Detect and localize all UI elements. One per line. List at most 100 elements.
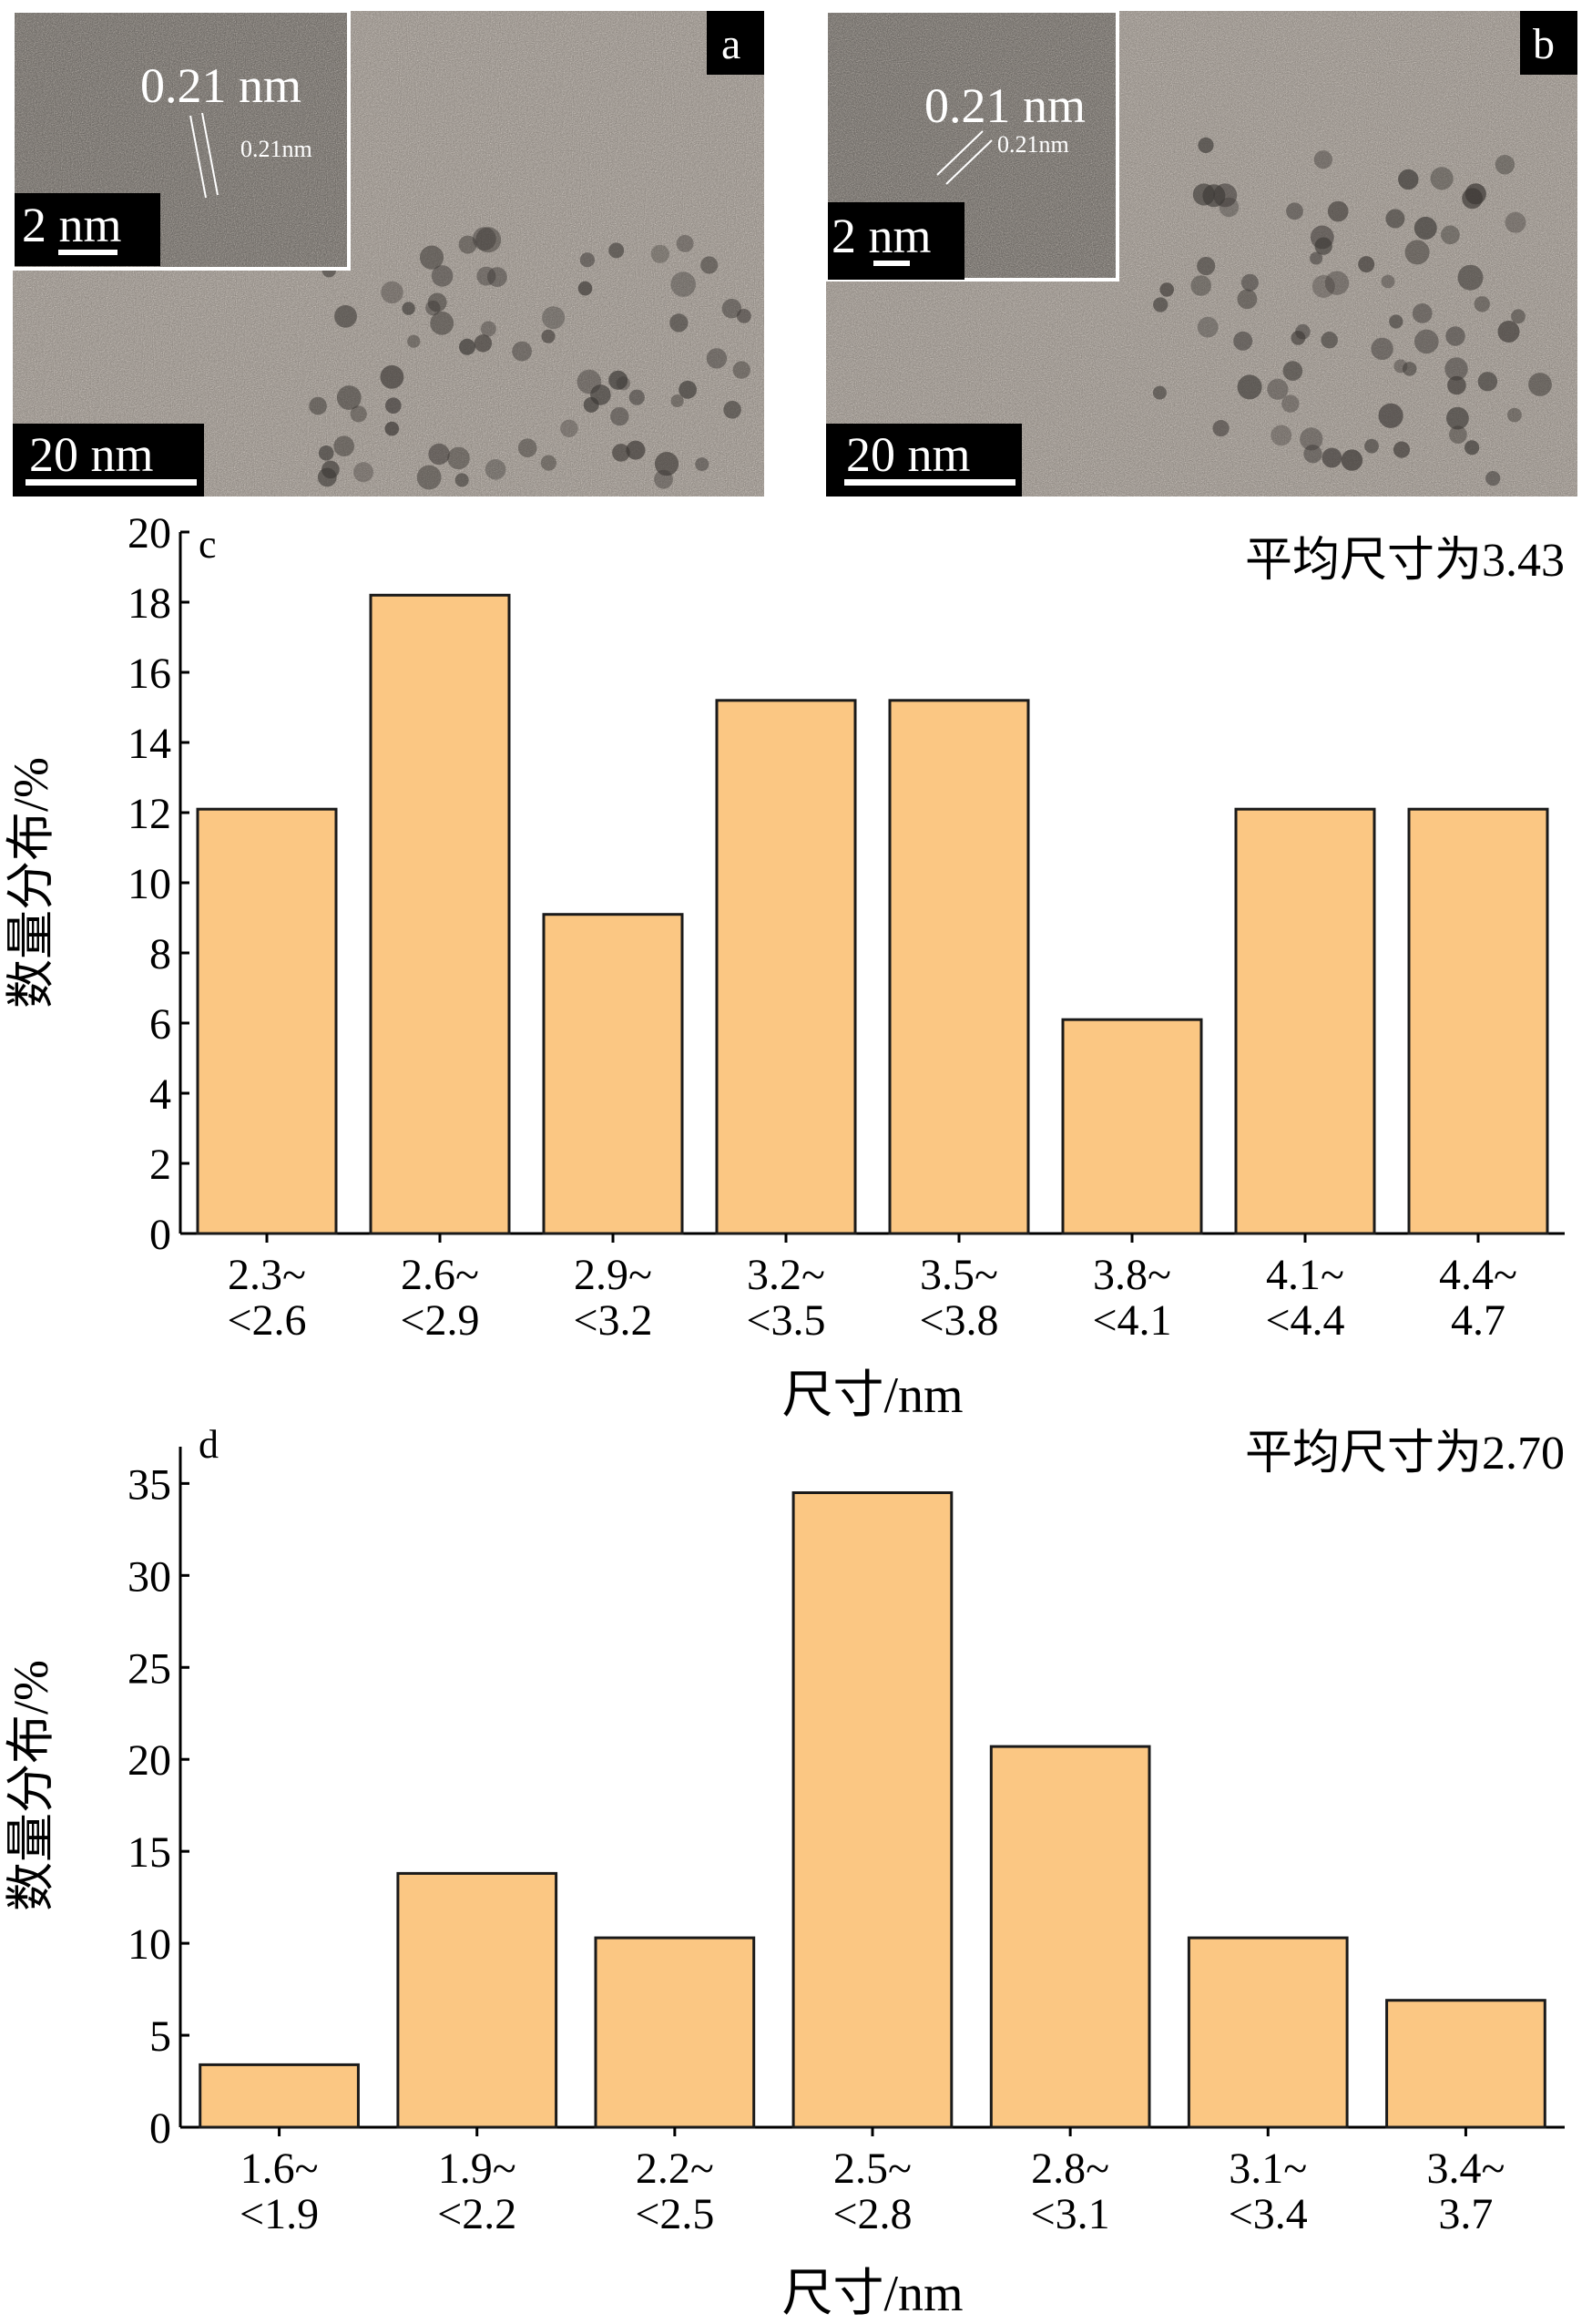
x-tick-label: 4.7: [1451, 1296, 1505, 1345]
nanoparticle: [419, 245, 444, 270]
x-tick-label: 3.8~: [1093, 1251, 1171, 1299]
bar: [888, 699, 1030, 1235]
x-tick-label: <3.4: [1229, 2190, 1308, 2238]
x-tick-label: 3.5~: [920, 1251, 998, 1299]
nanoparticle: [1444, 357, 1468, 381]
inset-scalebar: [873, 261, 910, 266]
nanoparticle: [475, 227, 502, 253]
nanoparticle: [560, 419, 578, 437]
scalebar: [844, 479, 1015, 486]
nanoparticle: [608, 370, 628, 390]
scalebar-label: 20 nm: [846, 427, 971, 482]
nanoparticle: [353, 462, 373, 483]
nanoparticle: [1190, 275, 1211, 296]
nanoparticle: [476, 266, 496, 286]
x-axis-label: 尺寸/nm: [781, 1367, 963, 1424]
nanoparticle: [721, 298, 742, 319]
lattice-spacing-label: 0.21 nm: [140, 58, 301, 113]
nanoparticle: [1393, 441, 1411, 458]
bar: [196, 807, 338, 1235]
bar: [1061, 1018, 1203, 1235]
nanoparticle: [608, 242, 625, 259]
nanoparticle: [454, 473, 469, 487]
bar: [1234, 807, 1376, 1235]
nanoparticle: [416, 465, 442, 490]
y-tick-label: 25: [128, 1644, 171, 1693]
nanoparticle: [1341, 449, 1363, 471]
y-tick-label: 8: [149, 930, 171, 978]
panel-letter: c: [199, 522, 217, 567]
nanoparticle: [1412, 303, 1433, 323]
nanoparticle: [1495, 155, 1515, 175]
nanoparticle: [669, 313, 689, 333]
x-tick-label: 1.6~: [240, 2145, 319, 2193]
y-tick-label: 4: [149, 1070, 171, 1119]
nanoparticle: [1378, 403, 1403, 428]
nanoparticle: [1313, 150, 1332, 169]
x-tick-label: <3.8: [919, 1296, 998, 1345]
nanoparticle: [1477, 372, 1498, 392]
x-tick-label: <2.2: [437, 2190, 516, 2238]
nanoparticle: [1457, 264, 1484, 291]
nanoparticle: [336, 385, 362, 410]
y-tick-label: 0: [149, 2104, 171, 2153]
bar: [1407, 807, 1549, 1235]
nanoparticle: [676, 234, 694, 252]
x-tick-label: 4.4~: [1439, 1251, 1517, 1299]
x-tick-label: <1.9: [240, 2190, 319, 2238]
y-tick-label: 14: [128, 720, 171, 768]
nanoparticle: [1303, 445, 1322, 464]
nanoparticle: [1240, 273, 1259, 292]
nanoparticle: [309, 396, 327, 415]
x-tick-label: 2.2~: [636, 2145, 714, 2193]
nanoparticle: [1398, 169, 1419, 190]
y-axis-label: 数量分布/%: [4, 757, 58, 1008]
bar: [369, 593, 511, 1235]
nanoparticle: [427, 292, 447, 312]
nanoparticle: [1449, 425, 1467, 444]
nanoparticle: [517, 438, 537, 458]
nanoparticle: [1447, 375, 1466, 395]
nanoparticle: [650, 244, 669, 263]
x-tick-label: <3.2: [573, 1296, 652, 1345]
nanoparticle: [1237, 289, 1258, 310]
nanoparticle: [1202, 184, 1226, 208]
nanoparticle: [459, 338, 475, 355]
y-tick-label: 20: [128, 1736, 171, 1785]
mean-size-annotation: 平均尺寸为3.43: [1245, 535, 1565, 587]
x-tick-label: 2.5~: [833, 2145, 912, 2193]
bar: [1385, 1999, 1546, 2129]
nanoparticle: [654, 452, 679, 476]
nanoparticle: [577, 281, 593, 296]
nanoparticle: [1413, 216, 1437, 240]
x-tick-label: 3.2~: [747, 1251, 825, 1299]
bar: [989, 1745, 1151, 2129]
nanoparticle: [737, 309, 751, 323]
y-tick-label: 5: [149, 2012, 171, 2061]
x-tick-label: <2.6: [227, 1296, 306, 1345]
x-tick-label: 2.8~: [1031, 2145, 1109, 2193]
nanoparticle: [670, 394, 684, 408]
tem-image-b: 0.21 nm 0.21nm 2 nm b 20 nm: [826, 11, 1577, 497]
nanoparticle: [487, 267, 507, 287]
x-tick-label: <2.9: [400, 1296, 479, 1345]
bar: [594, 1936, 756, 2129]
nanoparticle: [333, 435, 355, 457]
nanoparticle: [1441, 225, 1460, 245]
nanoparticle: [706, 348, 728, 369]
x-tick-label: <3.1: [1031, 2190, 1110, 2238]
nanoparticle: [1446, 406, 1469, 430]
nanoparticle: [1430, 167, 1454, 190]
nanoparticle: [1212, 420, 1230, 437]
nanoparticle: [1322, 447, 1342, 468]
nanoparticle: [1314, 237, 1332, 255]
nanoparticle: [670, 271, 696, 297]
tem-panel-b: 0.21 nm 0.21nm 2 nm b 20 nm: [826, 11, 1577, 497]
nanoparticle: [732, 361, 750, 379]
bar: [715, 699, 857, 1235]
nanoparticle: [1282, 361, 1303, 381]
nanoparticle: [1404, 240, 1430, 265]
y-tick-label: 12: [128, 790, 171, 838]
nanoparticle: [1364, 438, 1379, 454]
scalebar: [26, 479, 197, 486]
